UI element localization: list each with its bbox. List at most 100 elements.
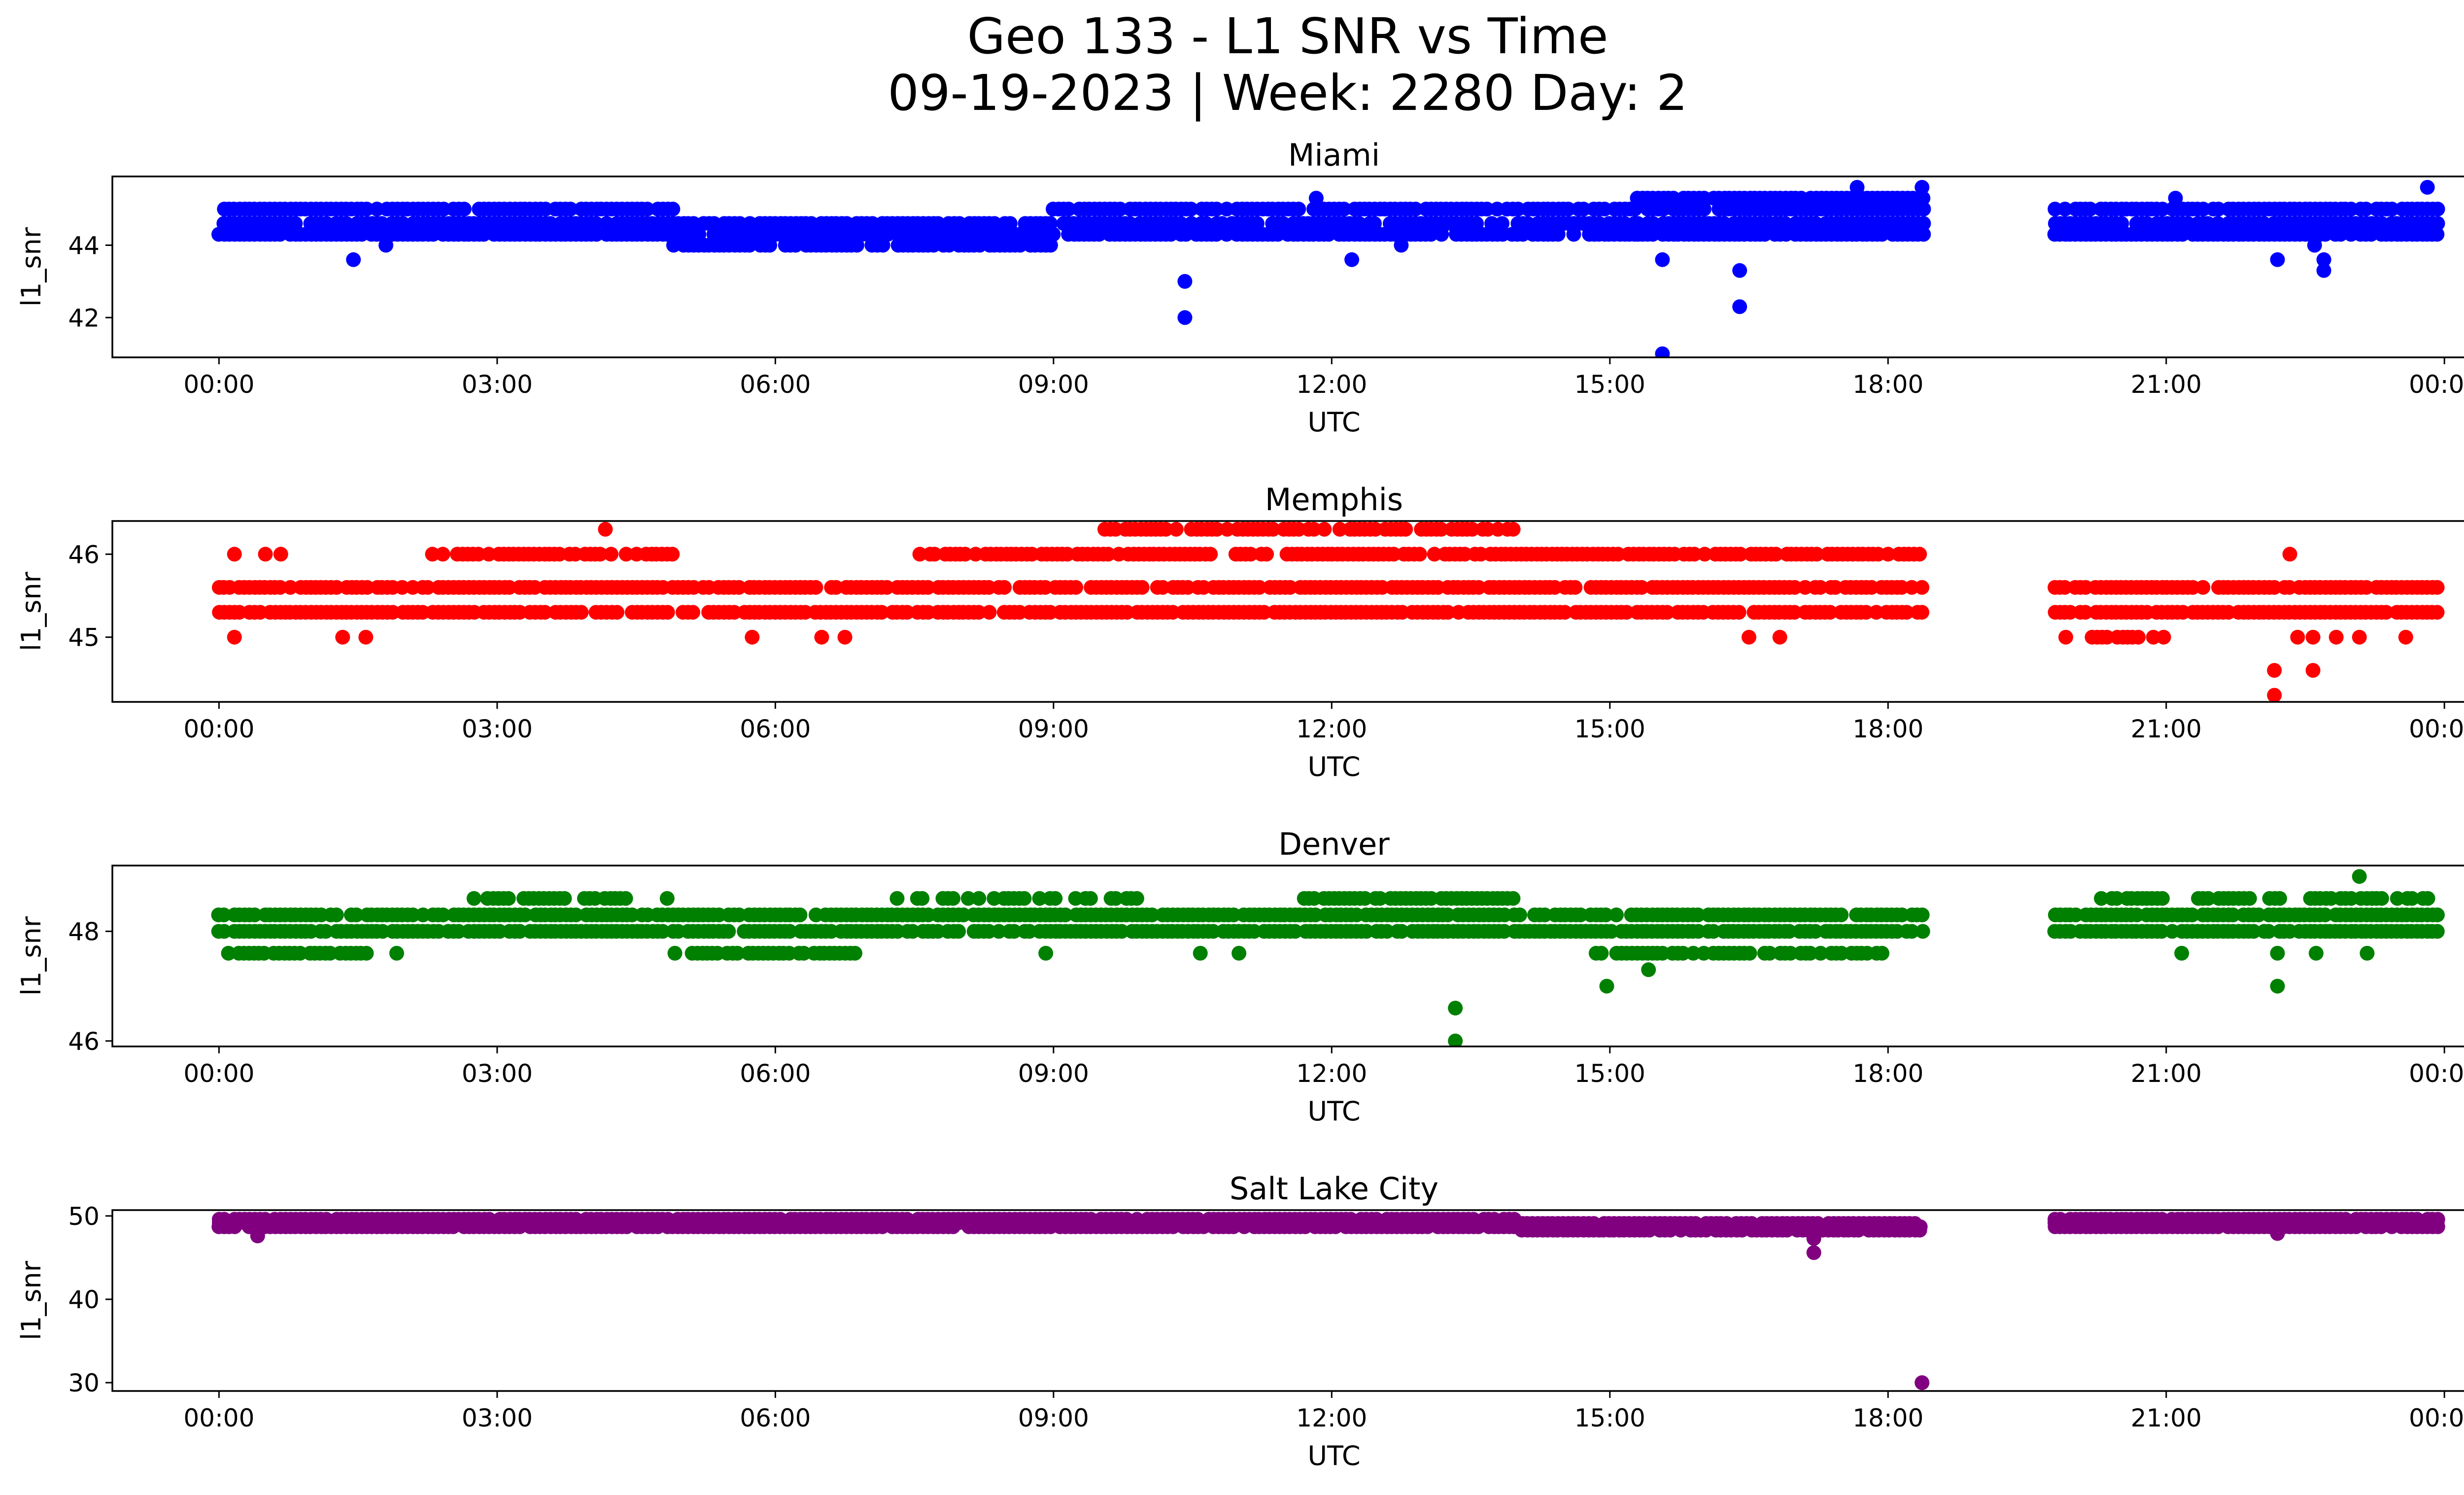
data-point <box>1183 202 1198 217</box>
data-point <box>952 216 967 231</box>
data-point <box>2360 945 2375 961</box>
data-point <box>1731 605 1746 620</box>
data-point <box>537 605 552 620</box>
data-point <box>915 891 930 906</box>
data-point <box>1209 227 1224 242</box>
data-point <box>2114 216 2129 231</box>
data-point <box>329 580 344 595</box>
data-point <box>1905 191 1920 206</box>
data-point <box>773 1212 788 1227</box>
data-point <box>1190 1212 1205 1227</box>
data-point <box>349 907 364 923</box>
x-tick-label: 00:00 <box>2409 370 2464 399</box>
data-point <box>1810 1216 1825 1231</box>
data-point <box>951 924 966 939</box>
data-point <box>2201 891 2216 906</box>
x-tick-label: 03:00 <box>462 715 533 743</box>
data-point <box>2430 580 2445 595</box>
data-point <box>2379 605 2394 620</box>
data-point <box>258 547 273 562</box>
data-point <box>374 216 389 231</box>
data-point <box>618 891 633 906</box>
data-point <box>2131 629 2146 645</box>
data-point <box>1394 924 1409 939</box>
data-point <box>2430 216 2445 231</box>
data-point <box>339 216 354 231</box>
data-point <box>905 924 920 939</box>
data-point <box>1655 346 1670 357</box>
data-point <box>1686 945 1701 961</box>
data-point <box>1655 252 1670 267</box>
data-point <box>2318 907 2333 923</box>
x-axis-label: UTC <box>1307 1440 1360 1471</box>
data-point <box>2267 580 2282 595</box>
data-point <box>435 547 450 562</box>
data-point <box>899 605 915 620</box>
data-point <box>960 891 976 906</box>
figure-title-line2: 09-19-2023 | Week: 2280 Day: 2 <box>888 64 1688 122</box>
subplot-title: Miami <box>1288 137 1380 173</box>
data-point <box>1576 202 1591 217</box>
data-point <box>1744 1216 1759 1231</box>
subplot-title: Denver <box>1278 826 1390 862</box>
data-point <box>318 924 334 939</box>
data-point <box>599 216 615 231</box>
data-point <box>1386 547 1402 562</box>
data-point <box>686 216 701 231</box>
data-point <box>1732 263 1747 278</box>
x-tick-label: 15:00 <box>1574 1059 1645 1088</box>
data-point <box>2078 605 2093 620</box>
data-point <box>543 216 558 231</box>
data-point <box>1609 907 1624 923</box>
axes-frame <box>111 865 2464 1047</box>
data-point <box>2384 202 2399 217</box>
x-tick-label: 09:00 <box>1018 1059 1089 1088</box>
data-point <box>1858 605 1874 620</box>
data-point <box>1813 945 1828 961</box>
data-point <box>2168 191 2183 206</box>
data-point <box>395 216 411 231</box>
data-point <box>610 605 624 620</box>
data-point <box>1742 945 1757 961</box>
x-tick-label: 06:00 <box>740 1059 811 1088</box>
data-point <box>1129 1212 1145 1227</box>
data-point <box>1434 522 1449 537</box>
data-point <box>2195 580 2211 595</box>
data-point <box>1915 1375 1930 1391</box>
data-point <box>1119 1212 1134 1227</box>
data-point <box>796 945 811 961</box>
data-point <box>1288 924 1303 939</box>
data-point <box>568 1212 583 1227</box>
data-point <box>335 629 350 645</box>
x-tick-label: 15:00 <box>1574 715 1645 743</box>
x-tick-label: 21:00 <box>2131 370 2202 399</box>
data-point <box>2057 580 2072 595</box>
data-point <box>2225 907 2241 923</box>
x-tick-label: 18:00 <box>1852 1059 1923 1088</box>
data-point <box>1155 580 1170 595</box>
data-point <box>1697 547 1712 562</box>
y-tick-label: 42 <box>68 304 100 332</box>
x-tick-label: 03:00 <box>462 1059 533 1088</box>
x-tick-label: 12:00 <box>1296 1059 1367 1088</box>
x-tick-label: 00:00 <box>2409 715 2464 743</box>
x-tick-label: 18:00 <box>1852 1404 1923 1432</box>
data-point <box>1471 580 1486 595</box>
x-tick-label: 21:00 <box>2131 1059 2202 1088</box>
data-point <box>1916 191 1931 206</box>
data-point <box>2156 629 2171 645</box>
data-point <box>782 924 797 939</box>
data-point <box>2409 1212 2425 1227</box>
data-point <box>2185 907 2200 923</box>
data-point <box>346 252 361 267</box>
data-point <box>1114 924 1129 939</box>
data-point <box>329 907 344 923</box>
data-point <box>971 605 987 620</box>
data-point <box>1209 202 1224 217</box>
data-point <box>574 605 589 620</box>
data-point <box>2242 891 2257 906</box>
axes-frame <box>111 520 2464 703</box>
data-point <box>1594 945 1609 961</box>
data-point <box>1134 580 1150 595</box>
data-point <box>745 629 760 645</box>
